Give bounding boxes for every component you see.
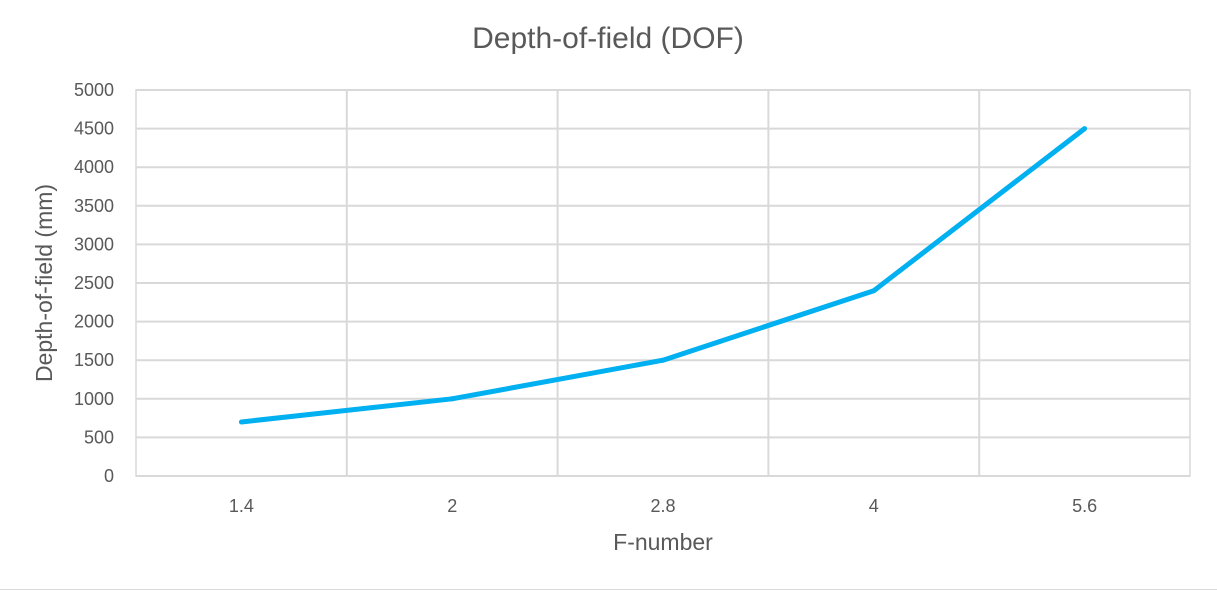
x-tick-label: 2 <box>447 496 457 516</box>
y-axis-ticks: 0 500 1000 1500 2000 2500 3000 3500 4000 4500 5000 <box>74 80 114 486</box>
x-tick-label: 4 <box>869 496 879 516</box>
x-tick-label: 2.8 <box>650 496 675 516</box>
y-tick-label: 1000 <box>74 389 114 409</box>
y-tick-label: 2000 <box>74 312 114 332</box>
series-line <box>241 126 1087 425</box>
y-tick-label: 5000 <box>74 80 114 100</box>
series-layer <box>238 126 1088 425</box>
chart-title: Depth-of-field (DOF) <box>472 22 744 55</box>
y-tick-label: 4500 <box>74 119 114 139</box>
x-tick-label: 5.6 <box>1072 496 1097 516</box>
x-axis-ticks: 1.4 2 2.8 4 5.6 <box>229 496 1097 516</box>
plot-area <box>135 89 1191 477</box>
y-tick-label: 2500 <box>74 273 114 293</box>
y-tick-label: 3500 <box>74 196 114 216</box>
x-tick-label: 1.4 <box>229 496 254 516</box>
y-tick-label: 4000 <box>74 157 114 177</box>
y-axis-label: Depth-of-field (mm) <box>31 184 57 382</box>
y-tick-label: 1500 <box>74 350 114 370</box>
y-tick-label: 3000 <box>74 234 114 254</box>
y-tick-label: 500 <box>84 427 114 447</box>
data-point <box>449 396 455 402</box>
y-tick-label: 0 <box>104 466 114 486</box>
data-point <box>660 357 666 363</box>
data-point <box>871 288 877 294</box>
x-axis-label: F-number <box>613 529 713 555</box>
data-point <box>238 419 244 425</box>
data-point <box>1082 126 1088 132</box>
